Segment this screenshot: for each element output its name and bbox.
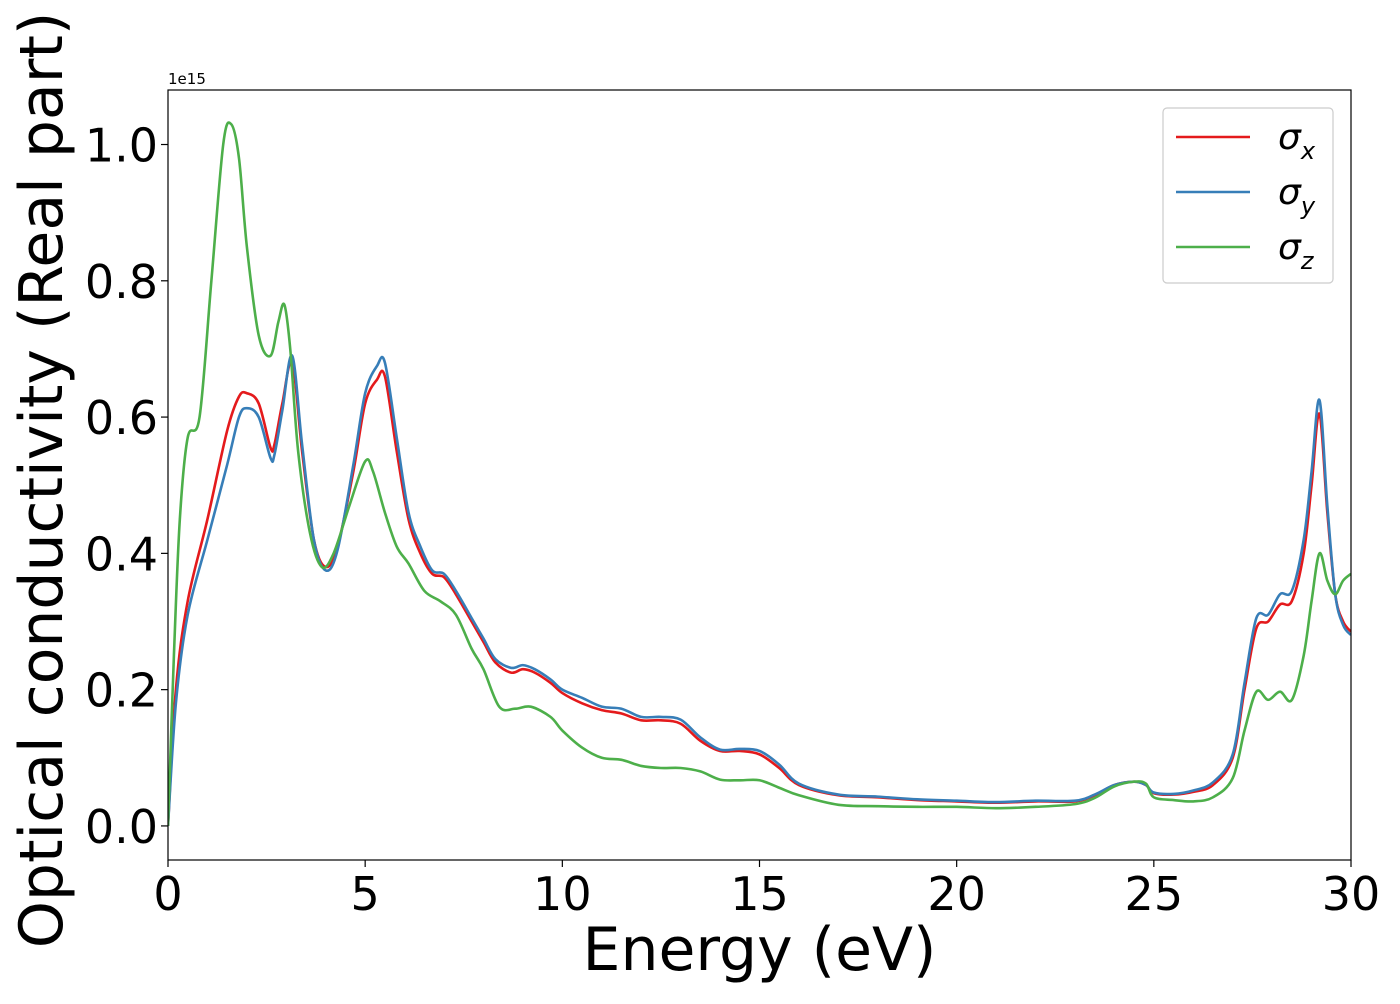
x-tick-label: 25 xyxy=(1125,867,1184,921)
ticks-layer: 0 5 10 15 20 25 30 0.0 0.2 0.4 0.6 0.8 1.0 xyxy=(85,119,1380,921)
x-tick-label: 15 xyxy=(730,867,789,921)
y-axis-label: Optical conductivity (Real part) xyxy=(7,12,77,949)
legend-box xyxy=(1162,107,1334,284)
y-tick-label: 0.0 xyxy=(85,800,158,854)
legend-label-z: σz xyxy=(1278,227,1315,275)
y-tick-label: 0.4 xyxy=(85,527,158,581)
series-line-y xyxy=(168,354,1351,827)
y-tick-label: 1.0 xyxy=(85,119,158,173)
x-tick-label: 10 xyxy=(533,867,592,921)
legend-label-x: σx xyxy=(1278,117,1316,165)
x-tick-label: 0 xyxy=(153,867,182,921)
x-tick-label: 20 xyxy=(927,867,986,921)
x-tick-label: 30 xyxy=(1322,867,1381,921)
y-offset-label: 1e15 xyxy=(168,70,206,88)
series-line-z xyxy=(168,121,1351,826)
y-tick-label: 0.2 xyxy=(85,664,158,718)
legend-label-y: σy xyxy=(1278,172,1316,220)
x-axis-label: Energy (eV) xyxy=(583,915,937,985)
legend: σx σy σz xyxy=(1162,107,1334,284)
series-layer xyxy=(168,121,1351,827)
series-line-x xyxy=(168,360,1351,827)
y-tick-label: 0.8 xyxy=(85,255,158,309)
x-tick-label: 5 xyxy=(351,867,380,921)
y-tick-label: 0.6 xyxy=(85,391,158,445)
